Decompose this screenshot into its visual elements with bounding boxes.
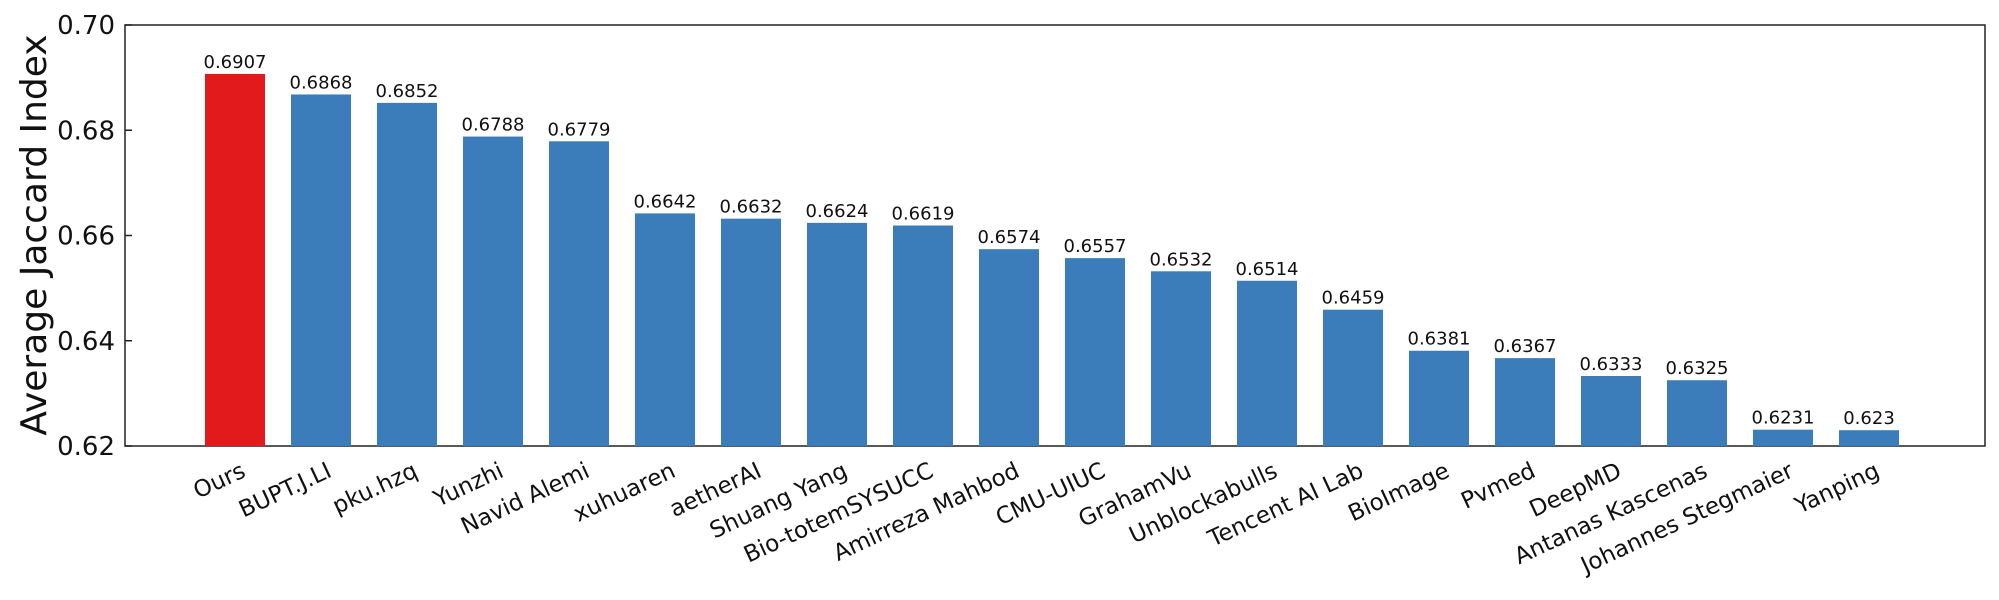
bar-value-label: 0.6624 (806, 201, 869, 222)
bar-value-label: 0.623 (1843, 408, 1895, 429)
bar-grahamvu (1151, 271, 1211, 446)
bar-value-label: 0.6557 (1064, 236, 1127, 257)
bar-ours (205, 73, 265, 446)
bar-yunzhi (463, 136, 523, 446)
bar-value-label: 0.6325 (1666, 358, 1729, 379)
bar-value-label: 0.6381 (1408, 329, 1471, 350)
bar-unblockabulls (1237, 280, 1297, 446)
bar-value-label: 0.6619 (892, 204, 955, 225)
bar-pku-hzq (377, 102, 437, 446)
bar-value-label: 0.6459 (1322, 288, 1385, 309)
bar-value-label: 0.6779 (548, 119, 611, 140)
bar-amirreza-mahbod (979, 249, 1039, 446)
bar-cmu-uiuc (1065, 258, 1125, 446)
value-labels: 0.6907 0.6868 0.6852 0.6788 0.6779 0.6642 0.66… (204, 52, 1895, 429)
bar-shuang-yang (807, 222, 867, 446)
y-axis: 0.62 0.64 0.66 0.68 0.70 (57, 11, 132, 462)
bar-deepmd (1581, 376, 1641, 446)
bar-value-label: 0.6632 (720, 197, 783, 218)
bar-value-label: 0.6574 (978, 227, 1041, 248)
bar-pvmed (1495, 358, 1555, 446)
bar-bio-totemsysucc (893, 225, 953, 446)
bar-tencent-ai-lab (1323, 309, 1383, 446)
y-tick-label: 0.70 (57, 11, 115, 41)
x-tick-label: pku.hzq (329, 458, 422, 520)
x-tick-label: Yanping (1790, 458, 1883, 520)
y-tick-label: 0.62 (57, 432, 115, 462)
bar-aetherai (721, 218, 781, 446)
y-tick-label: 0.66 (57, 222, 115, 252)
bar-yanping (1839, 430, 1899, 446)
bar-xuhuaren (635, 213, 695, 446)
bar-value-label: 0.6868 (290, 72, 353, 93)
bar-bioimage (1409, 350, 1469, 446)
bar-value-label: 0.6788 (462, 115, 525, 136)
bar-johannes-stegmaier (1753, 429, 1813, 446)
bar-value-label: 0.6852 (376, 81, 439, 102)
x-tick-label: BUPT.J.LI (235, 458, 336, 523)
x-tick-label: Pvmed (1457, 458, 1539, 515)
bar-value-label: 0.6514 (1236, 259, 1299, 280)
bar-value-label: 0.6231 (1752, 408, 1815, 429)
bar-navid-alemi (549, 141, 609, 446)
bar-value-label: 0.6532 (1150, 249, 1213, 270)
y-tick-label: 0.64 (57, 327, 115, 357)
bar-antanas-kascenas (1667, 380, 1727, 446)
bar-value-label: 0.6642 (634, 191, 697, 212)
y-tick-label: 0.68 (57, 116, 115, 146)
bars (205, 73, 1899, 446)
bar-value-label: 0.6333 (1580, 354, 1643, 375)
bar-value-label: 0.6367 (1494, 336, 1557, 357)
y-axis-label: Average Jaccard Index (14, 34, 55, 435)
bar-bupt-j-li (291, 94, 351, 446)
bar-value-label: 0.6907 (204, 52, 267, 73)
